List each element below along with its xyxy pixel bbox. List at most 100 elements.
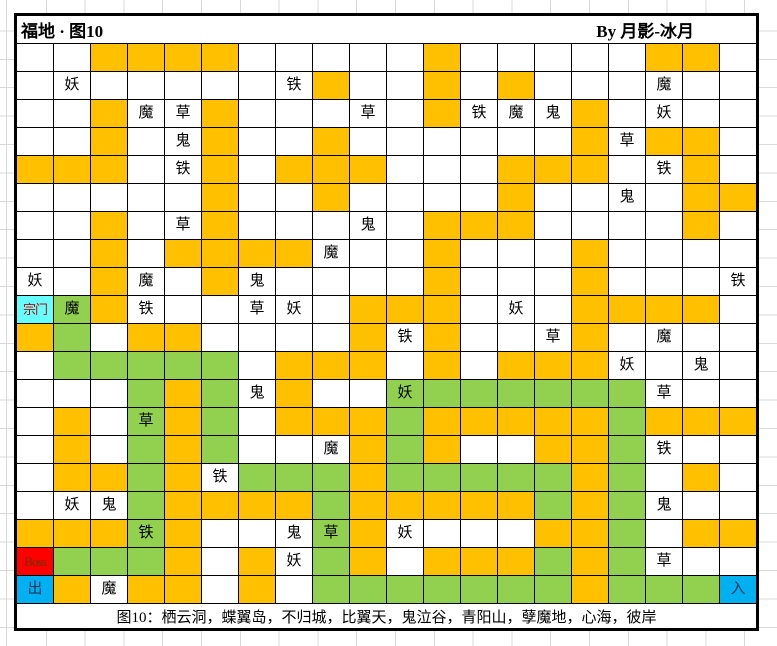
map-cell[interactable] xyxy=(498,212,534,239)
map-cell[interactable] xyxy=(572,436,608,463)
map-cell[interactable] xyxy=(91,520,127,547)
map-cell[interactable] xyxy=(313,44,349,71)
map-cell[interactable] xyxy=(128,464,164,491)
map-cell[interactable] xyxy=(683,184,719,211)
map-cell[interactable]: 鬼 xyxy=(91,492,127,519)
map-cell[interactable] xyxy=(683,44,719,71)
map-cell[interactable] xyxy=(276,128,312,155)
map-cell[interactable]: 鬼 xyxy=(683,352,719,379)
map-cell[interactable] xyxy=(572,184,608,211)
map-cell[interactable] xyxy=(54,240,90,267)
map-cell[interactable] xyxy=(313,324,349,351)
map-cell[interactable] xyxy=(17,100,53,127)
map-cell[interactable] xyxy=(350,408,386,435)
map-cell[interactable] xyxy=(91,548,127,575)
map-cell[interactable] xyxy=(276,268,312,295)
map-cell[interactable] xyxy=(276,100,312,127)
map-cell[interactable] xyxy=(165,296,201,323)
map-cell[interactable] xyxy=(91,72,127,99)
map-cell[interactable] xyxy=(461,156,497,183)
map-cell[interactable] xyxy=(461,492,497,519)
map-cell[interactable] xyxy=(91,240,127,267)
map-cell[interactable] xyxy=(313,492,349,519)
map-cell[interactable] xyxy=(461,380,497,407)
map-cell[interactable] xyxy=(276,436,312,463)
map-cell[interactable] xyxy=(424,352,460,379)
map-cell[interactable] xyxy=(239,100,275,127)
map-cell[interactable] xyxy=(609,548,645,575)
map-cell[interactable] xyxy=(424,324,460,351)
map-cell[interactable] xyxy=(165,548,201,575)
map-cell[interactable] xyxy=(313,408,349,435)
map-cell[interactable] xyxy=(720,380,756,407)
map-cell[interactable] xyxy=(239,184,275,211)
map-cell[interactable] xyxy=(239,520,275,547)
map-cell[interactable] xyxy=(609,408,645,435)
map-cell[interactable]: 草 xyxy=(609,128,645,155)
map-cell[interactable] xyxy=(91,408,127,435)
map-cell[interactable]: 铁 xyxy=(461,100,497,127)
map-cell[interactable] xyxy=(54,436,90,463)
map-cell[interactable] xyxy=(498,44,534,71)
map-cell[interactable] xyxy=(202,436,238,463)
map-cell[interactable] xyxy=(17,492,53,519)
map-cell[interactable] xyxy=(498,436,534,463)
map-cell[interactable] xyxy=(683,72,719,99)
map-cell[interactable] xyxy=(461,548,497,575)
map-cell[interactable] xyxy=(17,436,53,463)
map-cell[interactable] xyxy=(54,44,90,71)
map-cell[interactable]: 鬼 xyxy=(350,212,386,239)
map-cell[interactable] xyxy=(683,464,719,491)
map-cell[interactable] xyxy=(609,576,645,603)
map-cell[interactable] xyxy=(276,184,312,211)
map-cell[interactable] xyxy=(313,100,349,127)
map-cell[interactable] xyxy=(165,380,201,407)
map-cell[interactable] xyxy=(535,352,571,379)
map-cell[interactable] xyxy=(424,212,460,239)
map-cell[interactable] xyxy=(609,436,645,463)
map-cell[interactable] xyxy=(683,128,719,155)
map-cell[interactable] xyxy=(387,408,423,435)
map-cell[interactable] xyxy=(350,464,386,491)
map-cell[interactable] xyxy=(424,408,460,435)
map-cell[interactable] xyxy=(609,240,645,267)
map-cell[interactable] xyxy=(202,380,238,407)
map-cell[interactable] xyxy=(387,548,423,575)
map-cell[interactable] xyxy=(128,380,164,407)
map-cell[interactable] xyxy=(572,240,608,267)
map-cell[interactable] xyxy=(239,576,275,603)
map-cell[interactable] xyxy=(683,156,719,183)
map-cell[interactable]: 妖 xyxy=(17,268,53,295)
map-cell[interactable] xyxy=(313,268,349,295)
map-cell[interactable] xyxy=(720,184,756,211)
map-cell[interactable] xyxy=(424,464,460,491)
map-cell[interactable] xyxy=(313,72,349,99)
map-cell[interactable]: 铁 xyxy=(646,156,682,183)
map-cell[interactable] xyxy=(128,324,164,351)
map-cell[interactable] xyxy=(609,268,645,295)
map-cell[interactable]: 魔 xyxy=(128,100,164,127)
map-cell[interactable] xyxy=(609,380,645,407)
map-cell[interactable]: 草 xyxy=(165,100,201,127)
map-cell[interactable] xyxy=(461,128,497,155)
map-cell[interactable] xyxy=(609,324,645,351)
map-cell[interactable] xyxy=(424,520,460,547)
map-cell[interactable]: 鬼 xyxy=(535,100,571,127)
map-cell[interactable] xyxy=(165,268,201,295)
map-cell[interactable] xyxy=(313,212,349,239)
map-cell[interactable]: 妖 xyxy=(54,492,90,519)
map-cell[interactable] xyxy=(646,128,682,155)
map-cell[interactable] xyxy=(202,352,238,379)
map-cell[interactable]: 妖 xyxy=(387,380,423,407)
map-cell[interactable] xyxy=(276,324,312,351)
map-cell[interactable] xyxy=(720,548,756,575)
map-cell[interactable] xyxy=(91,324,127,351)
map-cell[interactable] xyxy=(54,128,90,155)
map-cell[interactable]: 鬼 xyxy=(276,520,312,547)
map-cell[interactable] xyxy=(609,72,645,99)
map-cell[interactable] xyxy=(572,576,608,603)
map-cell[interactable] xyxy=(313,184,349,211)
map-cell[interactable] xyxy=(535,464,571,491)
map-cell[interactable] xyxy=(461,212,497,239)
map-cell[interactable] xyxy=(572,100,608,127)
